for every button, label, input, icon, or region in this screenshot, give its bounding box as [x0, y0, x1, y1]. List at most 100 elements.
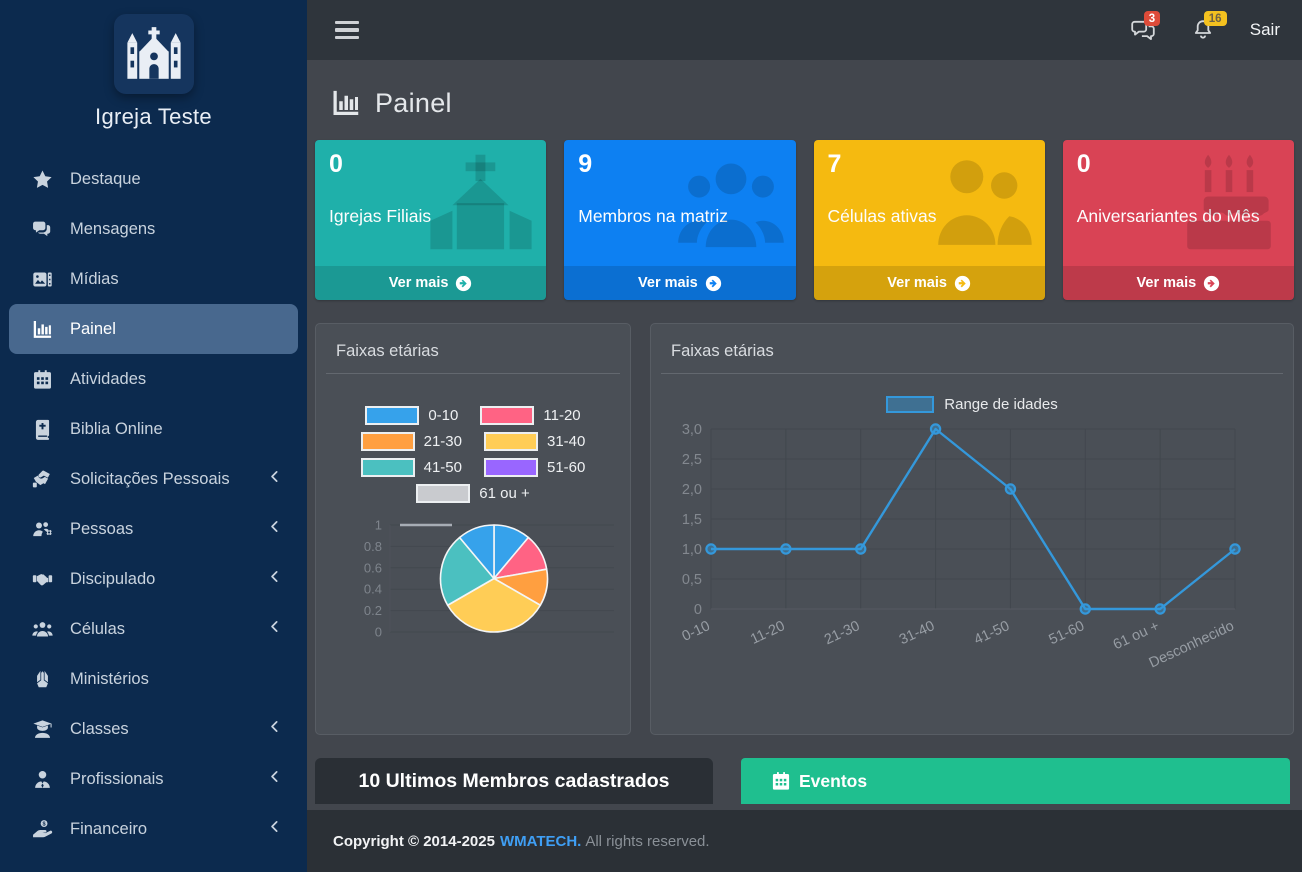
chevron-left-icon	[268, 470, 281, 488]
sidebar-item-label: Profissionais	[70, 769, 164, 788]
pie-legend-item[interactable]: 31-40	[484, 432, 585, 451]
pie-legend-item[interactable]: 21-30	[360, 432, 462, 451]
sidebar-item-profissionais[interactable]: Profissionais	[0, 754, 307, 804]
pie-legend-item[interactable]: 51-60	[484, 458, 585, 477]
footer: Copyright © 2014-2025 WMATECH. All right…	[307, 810, 1302, 872]
legend-label: Range de idades	[944, 396, 1058, 413]
line-legend[interactable]: Range de idades	[651, 396, 1293, 413]
chevron-left-icon	[268, 770, 281, 788]
messages-button[interactable]: 3	[1130, 11, 1161, 42]
legend-swatch	[480, 406, 535, 425]
sidebar-item-atividades[interactable]: Atividades	[0, 354, 307, 404]
pie-legend-item[interactable]: 61 ou +	[416, 484, 530, 503]
info-box-aniversariantes: 0 Aniversariantes do Mês Ver mais	[1062, 140, 1294, 300]
hamburger-menu-icon[interactable]	[335, 21, 359, 39]
svg-text:51-60: 51-60	[1047, 618, 1087, 648]
info-box-value: 0	[1076, 150, 1091, 178]
page-title: Painel	[375, 87, 452, 118]
info-boxes-row: 0 Igrejas Filiais Ver m	[307, 140, 1302, 300]
legend-label: 0-10	[428, 407, 459, 424]
sidebar-item-painel[interactable]: Painel	[9, 304, 298, 354]
ver-mais-link[interactable]: Ver mais	[315, 266, 547, 300]
svg-text:1,0: 1,0	[682, 542, 702, 558]
logout-button[interactable]: Sair	[1249, 20, 1280, 39]
age-pie-panel: Faixas etárias 0-10 11-20 21-30 31-40 41-50 5…	[315, 323, 631, 735]
chart-bar-icon	[30, 318, 54, 340]
sidebar-item-mensagens[interactable]: Mensagens	[0, 204, 307, 254]
legend-swatch	[360, 458, 415, 477]
users-icon	[30, 868, 54, 872]
svg-text:3,0: 3,0	[682, 422, 702, 438]
church-logo-icon	[126, 27, 181, 79]
legend-swatch	[360, 432, 415, 451]
pie-legend-item[interactable]: 0-10	[365, 406, 458, 425]
svg-text:0.8: 0.8	[364, 539, 382, 554]
star-icon	[30, 168, 54, 190]
sidebar-item-midias[interactable]: Mídias	[0, 254, 307, 304]
sidebar-item-label: Mídias	[70, 269, 119, 288]
sidebar-item-pessoas[interactable]: Pessoas	[0, 504, 307, 554]
svg-text:41-50: 41-50	[972, 618, 1012, 648]
svg-text:0.4: 0.4	[364, 582, 382, 597]
footer-rights: All rights reserved.	[585, 832, 710, 850]
sidebar-item-classes[interactable]: Classes	[0, 704, 307, 754]
legend-label: 61 ou +	[479, 485, 530, 502]
info-box-celulas-ativas: 7 Células ativas Ver mais	[813, 140, 1045, 300]
sidebar-item-financeiro[interactable]: $ Financeiro	[0, 804, 307, 854]
info-box-label: Igrejas Filiais	[329, 206, 432, 226]
sidebar-item-item[interactable]	[0, 854, 307, 872]
user-tie-icon	[30, 768, 54, 790]
sidebar-item-label: Pessoas	[70, 519, 134, 538]
sidebar-item-ministerios[interactable]: Ministérios	[0, 654, 307, 704]
users-gear-icon	[30, 518, 54, 540]
chevron-left-icon	[268, 720, 281, 738]
svg-text:$: $	[42, 821, 46, 827]
svg-text:0.2: 0.2	[364, 603, 382, 618]
sidebar-item-destaque[interactable]: Destaque	[0, 154, 307, 204]
ver-mais-link[interactable]: Ver mais	[813, 266, 1045, 300]
bottom-row: 10 Ultimos Membros cadastrados Eventos	[307, 758, 1302, 804]
main-area: 3 16 Sair	[307, 0, 1302, 872]
arrow-circle-right-icon	[705, 275, 721, 291]
sidebar-item-solicitacoes-pessoais[interactable]: Solicitações Pessoais	[0, 454, 307, 504]
svg-text:1: 1	[375, 518, 382, 533]
info-box-value: 0	[329, 150, 343, 178]
events-panel-header: Eventos	[741, 758, 1290, 804]
latest-members-panel-header: 10 Ultimos Membros cadastrados	[315, 758, 713, 804]
sidebar-item-celulas[interactable]: Células	[0, 604, 307, 654]
line-chart-svg: 3,0 2,5 2,0 1,5 1,0 0,5 00-10 11-20 21-30 31-40 41…	[680, 422, 1241, 671]
birthday-cake-icon	[1187, 154, 1271, 250]
panel-title: Faixas etárias	[336, 342, 439, 360]
charts-row: Faixas etárias 0-10 11-20 21-30 31-40 41-50 5…	[307, 323, 1302, 735]
panel-title: Faixas etárias	[671, 342, 774, 360]
pie-legend-item[interactable]: 41-50	[360, 458, 462, 477]
page-header: Painel	[307, 60, 1302, 140]
pie-legend-item[interactable]: 11-20	[480, 406, 581, 425]
pie-chart-svg: 1 0.8 0.6 0.4 0.2 0	[364, 518, 614, 640]
ver-mais-link[interactable]: Ver mais	[1062, 266, 1294, 300]
chevron-left-icon	[268, 620, 281, 638]
hands-helping-icon	[30, 468, 54, 490]
chevron-left-icon	[268, 520, 281, 538]
info-box-membros-matriz: 9 Membros na matriz Ver mais	[564, 140, 796, 300]
hand-dollar-icon: $	[30, 818, 54, 840]
chevron-left-icon	[268, 820, 281, 838]
pie-legend: 0-10 11-20 21-30 31-40 41-50 51-60 61 ou +	[316, 406, 630, 503]
brand: Igreja Teste	[0, 0, 307, 142]
praying-hands-icon	[30, 668, 54, 690]
sidebar-item-label: Discipulado	[70, 569, 156, 588]
church-icon	[430, 154, 532, 250]
ver-mais-link[interactable]: Ver mais	[564, 266, 796, 300]
sidebar-menu: Destaque Mensagens Mídias Painel Atividades B…	[0, 154, 307, 872]
brand-name: Igreja Teste	[95, 104, 212, 129]
info-box-igrejas-filiais: 0 Igrejas Filiais Ver m	[315, 140, 547, 300]
sidebar-item-biblia-online[interactable]: Biblia Online	[0, 404, 307, 454]
pie-chart: 1 0.8 0.6 0.4 0.2 0	[316, 515, 630, 655]
sidebar: Igreja Teste Destaque Mensagens Mídias Pain…	[0, 0, 307, 872]
svg-text:2,5: 2,5	[682, 452, 702, 468]
sidebar-item-label: Classes	[70, 719, 129, 738]
svg-text:0: 0	[375, 625, 382, 640]
sidebar-item-discipulado[interactable]: Discipulado	[0, 554, 307, 604]
footer-brand-link[interactable]: WMATECH.	[499, 832, 582, 850]
notifications-button[interactable]: 16	[1190, 11, 1227, 42]
